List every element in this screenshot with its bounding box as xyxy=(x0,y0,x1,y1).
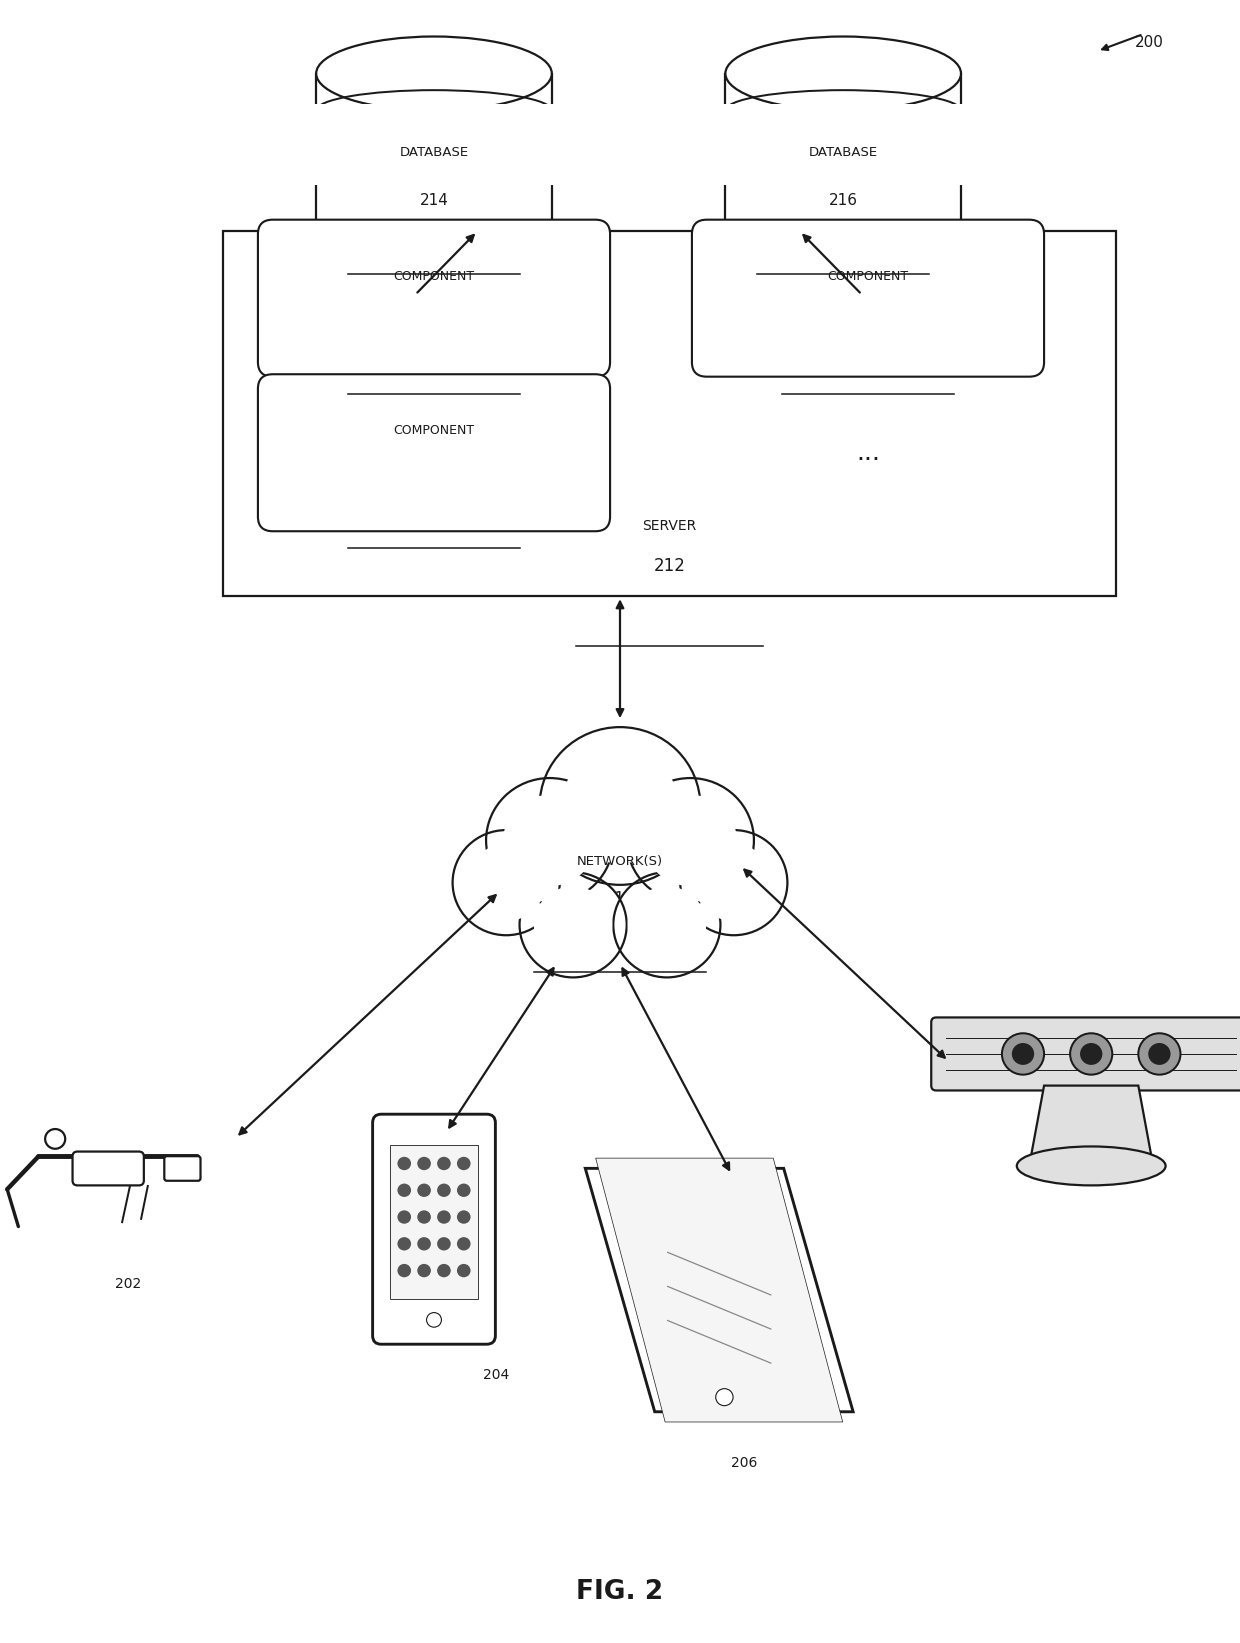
Polygon shape xyxy=(719,105,967,148)
Circle shape xyxy=(397,1157,410,1170)
Text: DATABASE: DATABASE xyxy=(808,146,878,159)
Text: 220: 220 xyxy=(853,312,883,327)
Text: SERVER: SERVER xyxy=(642,519,697,532)
Circle shape xyxy=(458,1157,471,1170)
Text: NETWORK(S): NETWORK(S) xyxy=(577,854,663,868)
Polygon shape xyxy=(316,74,552,268)
Circle shape xyxy=(467,845,544,920)
Circle shape xyxy=(1012,1043,1034,1065)
Circle shape xyxy=(45,1129,66,1148)
Ellipse shape xyxy=(1017,1147,1166,1185)
Ellipse shape xyxy=(725,36,961,110)
Polygon shape xyxy=(310,105,558,148)
Ellipse shape xyxy=(316,230,552,304)
Circle shape xyxy=(715,1388,733,1406)
Circle shape xyxy=(539,728,701,886)
Text: ...: ... xyxy=(856,440,880,465)
Circle shape xyxy=(417,1211,432,1224)
Circle shape xyxy=(645,795,737,886)
Ellipse shape xyxy=(316,36,552,110)
Text: 218: 218 xyxy=(419,312,449,327)
Text: 216: 216 xyxy=(828,194,858,209)
Circle shape xyxy=(427,1313,441,1328)
Circle shape xyxy=(438,1237,451,1250)
Circle shape xyxy=(458,1237,471,1250)
Circle shape xyxy=(520,872,626,978)
Circle shape xyxy=(417,1237,432,1250)
Polygon shape xyxy=(1029,1086,1153,1167)
Circle shape xyxy=(696,845,773,920)
Circle shape xyxy=(397,1263,410,1277)
FancyBboxPatch shape xyxy=(72,1152,144,1185)
Circle shape xyxy=(681,830,787,935)
FancyBboxPatch shape xyxy=(373,1114,496,1344)
Circle shape xyxy=(417,1183,432,1198)
Circle shape xyxy=(486,779,614,904)
Text: COMPONENT: COMPONENT xyxy=(393,269,475,283)
Circle shape xyxy=(397,1183,410,1198)
Circle shape xyxy=(438,1263,451,1277)
Polygon shape xyxy=(585,1168,853,1411)
Text: DATABASE: DATABASE xyxy=(399,146,469,159)
Polygon shape xyxy=(719,141,967,184)
Text: COMPONENT: COMPONENT xyxy=(827,269,909,283)
Polygon shape xyxy=(725,74,961,268)
Text: 222: 222 xyxy=(419,467,449,481)
Text: FIG. 2: FIG. 2 xyxy=(577,1579,663,1605)
Circle shape xyxy=(503,795,595,886)
Text: 210: 210 xyxy=(605,891,635,905)
Circle shape xyxy=(397,1211,410,1224)
Circle shape xyxy=(417,1263,432,1277)
Circle shape xyxy=(626,779,754,904)
Circle shape xyxy=(1138,1033,1180,1075)
FancyBboxPatch shape xyxy=(258,220,610,376)
Text: 206: 206 xyxy=(730,1456,758,1470)
Circle shape xyxy=(417,1157,432,1170)
Circle shape xyxy=(534,887,611,963)
Circle shape xyxy=(438,1211,451,1224)
Text: COMPONENT: COMPONENT xyxy=(393,424,475,437)
Text: 212: 212 xyxy=(653,557,686,575)
Circle shape xyxy=(453,830,559,935)
Circle shape xyxy=(458,1263,471,1277)
Bar xyxy=(389,1145,479,1298)
Polygon shape xyxy=(595,1158,843,1421)
Circle shape xyxy=(614,872,720,978)
Text: 204: 204 xyxy=(482,1367,510,1382)
Bar xyxy=(223,232,1116,596)
Text: 200: 200 xyxy=(1135,35,1163,49)
Text: 202: 202 xyxy=(114,1277,141,1291)
Circle shape xyxy=(438,1157,451,1170)
Ellipse shape xyxy=(725,230,961,304)
Circle shape xyxy=(397,1237,410,1250)
Circle shape xyxy=(1002,1033,1044,1075)
FancyBboxPatch shape xyxy=(164,1157,201,1181)
Circle shape xyxy=(1148,1043,1171,1065)
Circle shape xyxy=(458,1211,471,1224)
Polygon shape xyxy=(310,141,558,184)
Circle shape xyxy=(1070,1033,1112,1075)
Circle shape xyxy=(1080,1043,1102,1065)
Circle shape xyxy=(562,749,678,863)
FancyBboxPatch shape xyxy=(258,375,610,531)
Circle shape xyxy=(629,887,706,963)
FancyBboxPatch shape xyxy=(931,1017,1240,1091)
Text: 214: 214 xyxy=(419,194,449,209)
Circle shape xyxy=(438,1183,451,1198)
Circle shape xyxy=(458,1183,471,1198)
FancyBboxPatch shape xyxy=(692,220,1044,376)
